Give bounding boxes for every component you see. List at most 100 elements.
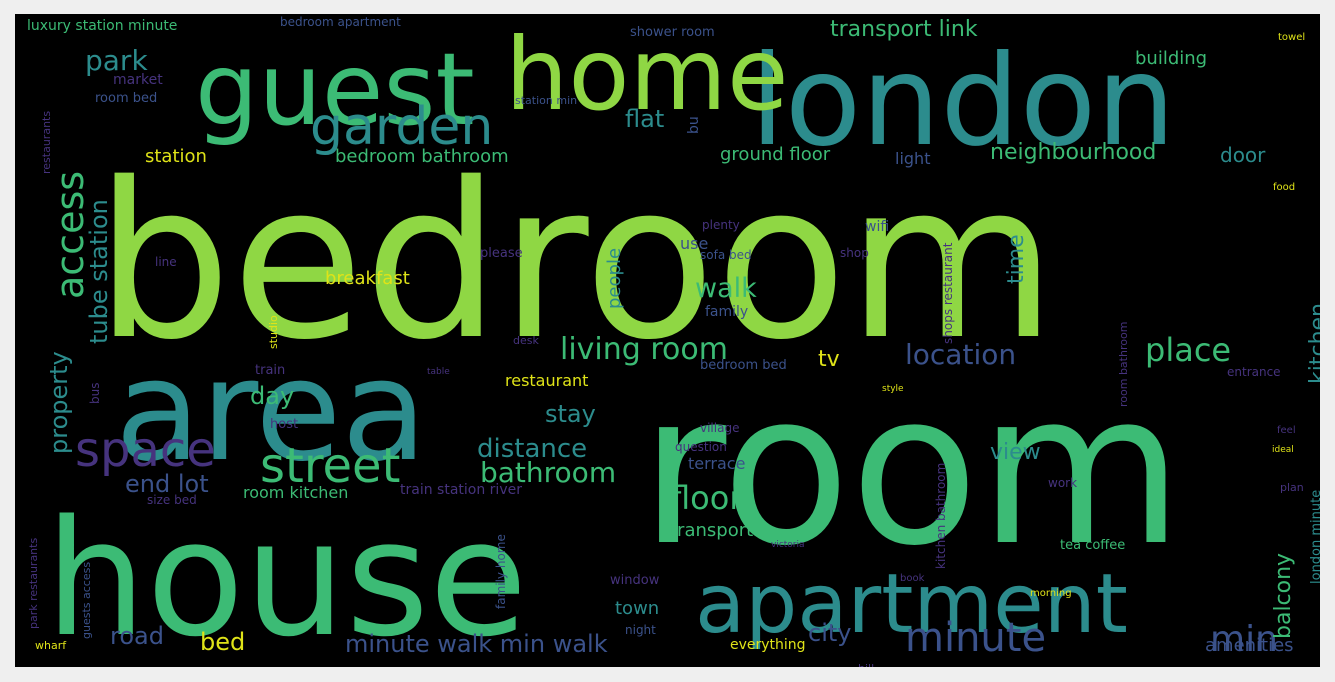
cloud-word: walk — [695, 273, 757, 304]
cloud-word: food — [1273, 182, 1295, 193]
cloud-word: station — [145, 146, 207, 167]
cloud-word: minute walk min walk — [345, 630, 608, 658]
cloud-word: restaurant — [505, 371, 588, 390]
cloud-word: window — [610, 573, 660, 588]
word-cloud-panel: bedroom room house area london guest home apart… — [15, 14, 1320, 667]
cloud-word: morning — [1030, 588, 1072, 599]
cloud-word: hill — [858, 662, 874, 667]
cloud-word: min — [1210, 619, 1278, 660]
cloud-word: work — [1048, 476, 1077, 490]
cloud-word: location — [905, 338, 1016, 371]
cloud-word: bedroom bed — [700, 358, 787, 373]
cloud-word: room — [640, 347, 1183, 592]
cloud-word: train — [255, 363, 285, 378]
cloud-word: ground floor — [720, 144, 831, 165]
cloud-word: bus — [88, 383, 102, 404]
cloud-word: apartment — [695, 557, 1128, 652]
cloud-word: guest — [195, 31, 475, 148]
cloud-word: sofa bed — [700, 248, 752, 262]
cloud-word: everything — [730, 637, 806, 653]
cloud-word: breakfast — [325, 268, 410, 289]
cloud-word: street — [260, 438, 400, 494]
cloud-word: home — [505, 16, 789, 133]
cloud-word: family home — [494, 534, 508, 609]
cloud-word: plan — [1280, 481, 1304, 494]
cloud-word: london — [750, 29, 1175, 174]
cloud-word: space — [75, 422, 216, 478]
cloud-word: kitchen — [1306, 303, 1320, 384]
cloud-word: plenty — [702, 218, 740, 232]
cloud-word: bedroom bathroom — [335, 146, 509, 167]
cloud-word: neighbourhood — [990, 140, 1156, 165]
cloud-word: room bathroom — [1117, 322, 1130, 407]
cloud-word: entrance — [1227, 365, 1281, 379]
cloud-word: luxury station minute — [27, 18, 177, 34]
cloud-word: use — [680, 234, 708, 253]
cloud-word: bed — [200, 628, 245, 656]
cloud-word: feel — [1277, 425, 1296, 436]
cloud-word: size bed — [147, 493, 197, 507]
cloud-word: please — [480, 246, 523, 261]
cloud-word: desk — [513, 334, 539, 347]
cloud-word: studio — [267, 315, 280, 349]
cloud-word: park — [85, 44, 148, 77]
cloud-word: night — [625, 623, 656, 637]
cloud-word: station min — [515, 94, 577, 107]
cloud-word: door — [1220, 143, 1266, 167]
cloud-word: building — [1135, 48, 1207, 69]
cloud-word: tea coffee — [1060, 538, 1125, 553]
cloud-word: shops restaurant — [941, 242, 955, 344]
cloud-word: bu — [686, 116, 702, 134]
cloud-word: bathroom — [480, 456, 616, 489]
cloud-word: book — [900, 573, 925, 584]
cloud-word: time — [1004, 234, 1029, 284]
cloud-word: area — [115, 330, 427, 493]
cloud-word: host — [270, 417, 298, 432]
cloud-word: transport link — [830, 17, 978, 42]
cloud-word: table — [427, 367, 450, 377]
cloud-word: minute — [905, 615, 1046, 661]
cloud-word: style — [882, 384, 904, 394]
cloud-word: park restaurants — [27, 538, 40, 629]
cloud-word: kitchen bathroom — [934, 463, 948, 569]
cloud-word: wharf — [35, 639, 67, 652]
cloud-word: wifi — [865, 219, 889, 235]
cloud-word: shower room — [630, 25, 715, 40]
cloud-word: view — [990, 440, 1041, 465]
cloud-word: village — [700, 421, 739, 435]
cloud-word: day — [250, 382, 294, 410]
cloud-word: balcony — [1271, 553, 1296, 639]
cloud-word: road — [110, 622, 164, 650]
cloud-word: distance — [477, 434, 587, 464]
cloud-word: london minute — [1309, 490, 1320, 584]
cloud-word: living room — [560, 332, 728, 367]
cloud-word: floor — [670, 479, 743, 517]
cloud-word: guests access — [80, 562, 93, 639]
cloud-word: bedroom apartment — [280, 15, 401, 29]
cloud-word: tv — [818, 347, 840, 372]
cloud-word: towel — [1278, 32, 1305, 43]
cloud-word: city — [808, 619, 851, 647]
cloud-word: transport — [670, 520, 753, 541]
cloud-word: amenities — [1205, 635, 1294, 656]
cloud-word: place — [1145, 331, 1231, 369]
cloud-word: room bed — [95, 91, 157, 106]
cloud-word: end lot — [125, 470, 209, 498]
cloud-word: property — [45, 351, 73, 454]
cloud-word: market — [113, 72, 163, 88]
cloud-word: house — [45, 485, 528, 667]
cloud-background — [15, 14, 1320, 667]
cloud-word: terrace — [688, 454, 745, 473]
cloud-word: tube station — [85, 199, 113, 344]
cloud-word: bedroom — [95, 136, 1056, 387]
cloud-word: shop — [840, 246, 869, 260]
cloud-word: restaurants — [40, 111, 53, 174]
cloud-word: garden — [310, 97, 493, 157]
cloud-word: victoria — [771, 540, 805, 550]
cloud-word: light — [895, 149, 930, 168]
cloud-word: stay — [545, 400, 596, 428]
cloud-word: access — [48, 171, 92, 299]
cloud-word: line — [155, 255, 177, 269]
cloud-word: people — [604, 248, 625, 309]
cloud-word: flat — [625, 105, 664, 133]
